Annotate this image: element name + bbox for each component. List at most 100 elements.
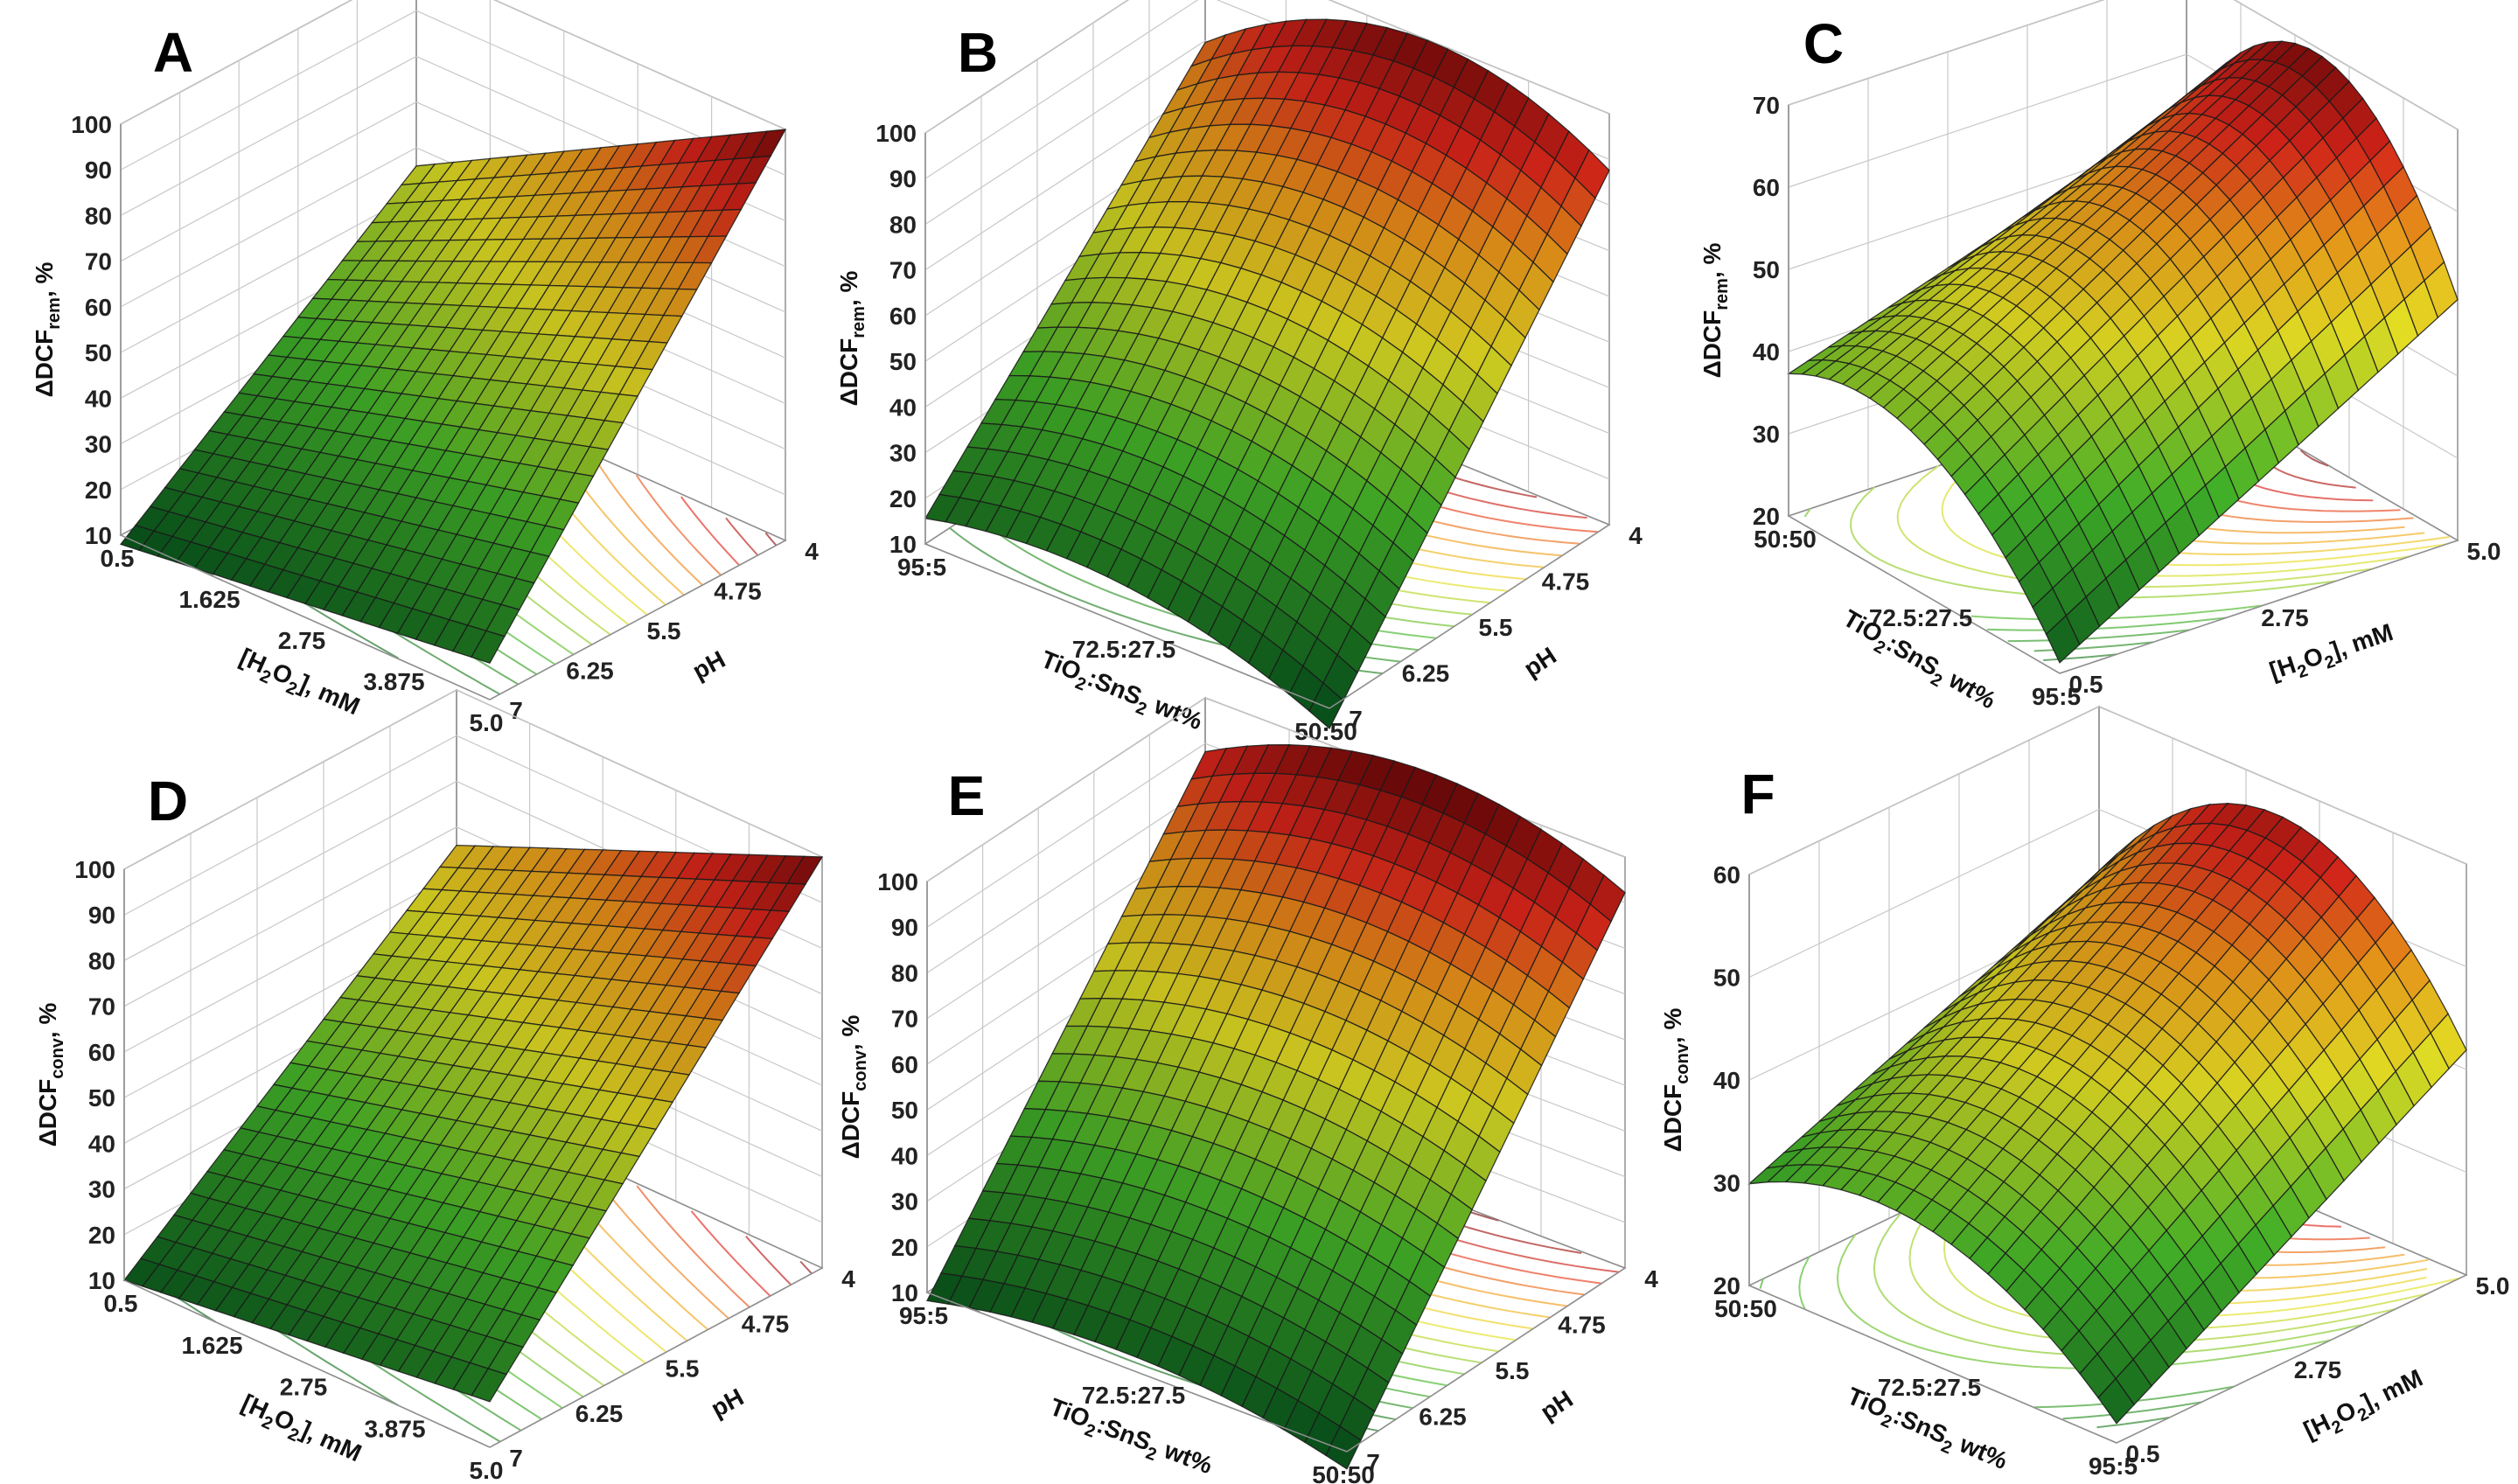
contour-line [1908,1189,2396,1344]
y-ticks: 0.5 2.75 5.0 [2126,1272,2510,1467]
z-axis-label: ΔDCFrem, % [1698,242,1732,378]
y-tick-label: 4.75 [1542,568,1590,596]
z-tick-label: 90 [891,914,918,941]
z-gridline [1788,0,2459,130]
contour-line [799,1260,813,1275]
contour-line [690,1210,771,1297]
box-edges [1788,105,2459,674]
y-axis-line [2116,1274,2467,1444]
x-tick-label: 50:50 [1754,526,1817,553]
z-tick-label: 10 [891,1279,918,1306]
z-gridline [120,0,786,130]
z-tick-label: 30 [1713,1170,1740,1197]
z-ticks: 20 30 40 50 60 [1713,861,1740,1299]
z-axis-label-part: ΔDCF [34,1079,61,1147]
y-tick-label: 6.25 [1419,1404,1467,1431]
z-tick-label: 30 [88,1176,115,1203]
contour-line [764,532,778,547]
z-tick-label: 20 [1713,1272,1740,1299]
z-tick-label: 40 [891,1142,918,1169]
x-tick-label: 50:50 [1714,1295,1777,1322]
z-tick-label: 50 [85,339,112,366]
contour-line [745,1236,792,1285]
y-tick-label: 6.25 [575,1400,624,1427]
x-axis-line [120,534,491,700]
box-edges [123,869,823,1448]
y-tick-label: 5.5 [1496,1357,1530,1384]
z-tick-label: 90 [85,157,112,184]
y-tick-label: 4.75 [742,1310,790,1337]
y-tick-label: 5.5 [647,617,681,644]
z-tick-label: 60 [891,1051,918,1078]
panel-letter: A [153,21,193,84]
x-tick-label: 72.5:27.5 [1869,604,1972,631]
x-tick-label: 1.625 [181,1332,242,1359]
contour-line [725,517,759,556]
z-tick-label: 90 [88,902,115,929]
y-ticks: 7 6.25 5.5 4.75 4 [1349,522,1643,733]
x-tick-label: 95:5 [899,1302,948,1329]
x-ticks: 50:50 72.5:27.5 95:5 [1754,526,2081,710]
z-tick-label: 40 [889,394,917,421]
z-tick-label: 70 [1753,92,1780,119]
surface-cell [1786,359,1824,375]
z-axis-label: ΔDCFconv, % [1659,1007,1692,1152]
z-tick-label: 30 [889,440,917,467]
z-tick-label: 10 [889,531,917,558]
contour-line [1849,486,2337,599]
x-axis-label-part: ], mM [296,1416,366,1467]
z-gridline [123,735,823,916]
surface-mesh [122,844,824,1403]
z-tick-label: 80 [891,959,918,986]
y-tick-label: 5.5 [1479,614,1513,641]
x-axis-label-part: :SnS [1093,1411,1155,1456]
contour-line [1759,1278,1764,1289]
z-tick-label: 50 [1713,965,1740,992]
contour-line [680,496,741,567]
surface-cell [1747,1165,1787,1185]
x-axis-line [123,1279,491,1448]
x-ticks: 95:5 72.5:27.5 50:50 [899,1302,1375,1484]
y-tick-label: 2.75 [2294,1356,2342,1383]
y-tick-label: 4 [805,538,819,565]
y-tick-label: 5.0 [2476,1272,2510,1299]
z-tick-label: 50 [1753,256,1780,283]
x-tick-label: 3.875 [363,668,424,695]
x-ticks: 95:5 72.5:27.5 50:50 [897,554,1357,745]
panel-letter: B [958,21,998,84]
z-axis-label-part: ΔDCF [835,338,862,407]
z-axis-label-part: rem [45,297,64,330]
y-axis-label: pH [1519,642,1561,682]
z-axis-label-part: rem [1712,278,1732,310]
contour-line [2007,629,2190,643]
y-tick-label: 0.5 [2069,671,2103,698]
x-axis-label: [H2O2], mM [235,1389,366,1473]
z-tick-label: 70 [85,248,112,275]
z-tick-label: 80 [85,202,112,229]
box-edges [120,124,786,700]
contour-line [1803,508,1811,518]
contour-line [1896,464,2374,588]
y-axis-label: pH [688,645,730,685]
y-axis-label-part: ], mM [2327,618,2396,665]
z-tick-label: 20 [889,485,917,512]
y-tick-label: 4 [1644,1265,1658,1292]
surface-mesh [1786,40,2459,664]
panel-letter: E [948,764,986,827]
x-tick-label: 5.0 [470,1457,504,1484]
y-tick-label: 6.25 [566,658,614,685]
y-axis-label: pH [707,1383,749,1423]
y-axis-label: pH [1536,1385,1578,1425]
x-tick-label: 95:5 [2032,683,2081,710]
x-tick-label: 5.0 [470,709,504,736]
z-tick-label: 60 [85,294,112,321]
y-tick-label: 4 [841,1265,855,1292]
z-tick-label: 60 [88,1039,115,1066]
x-axis-label: [H2O2], mM [234,643,364,725]
surface-cell [122,1258,160,1287]
z-tick-label: 100 [71,111,112,138]
z-axis-label: ΔDCFconv, % [837,1014,870,1159]
z-axis-label-part: ΔDCF [1659,1084,1686,1153]
